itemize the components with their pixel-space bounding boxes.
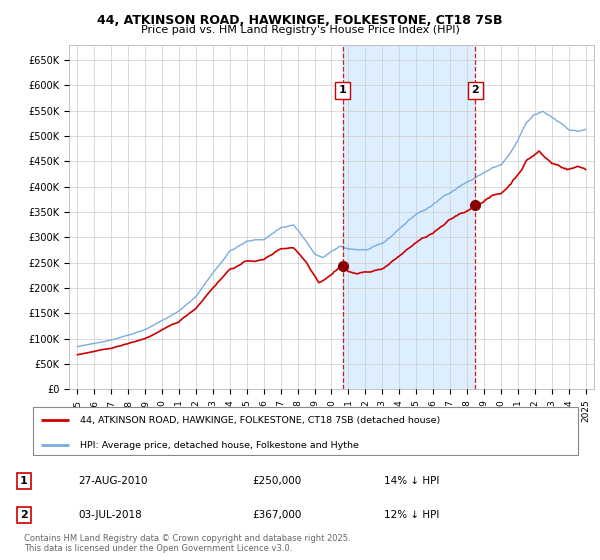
Text: Contains HM Land Registry data © Crown copyright and database right 2025.
This d: Contains HM Land Registry data © Crown c… <box>24 534 350 553</box>
Text: 1: 1 <box>338 85 346 95</box>
Text: 03-JUL-2018: 03-JUL-2018 <box>78 510 142 520</box>
Text: 14% ↓ HPI: 14% ↓ HPI <box>384 476 439 486</box>
Text: HPI: Average price, detached house, Folkestone and Hythe: HPI: Average price, detached house, Folk… <box>80 441 359 450</box>
Bar <box>343 45 475 389</box>
Text: 44, ATKINSON ROAD, HAWKINGE, FOLKESTONE, CT18 7SB: 44, ATKINSON ROAD, HAWKINGE, FOLKESTONE,… <box>97 14 503 27</box>
Text: £250,000: £250,000 <box>252 476 301 486</box>
Text: 12% ↓ HPI: 12% ↓ HPI <box>384 510 439 520</box>
Text: 44, ATKINSON ROAD, HAWKINGE, FOLKESTONE, CT18 7SB (detached house): 44, ATKINSON ROAD, HAWKINGE, FOLKESTONE,… <box>80 416 440 424</box>
Text: 1: 1 <box>20 476 28 486</box>
FancyBboxPatch shape <box>33 407 578 455</box>
Text: Price paid vs. HM Land Registry's House Price Index (HPI): Price paid vs. HM Land Registry's House … <box>140 25 460 35</box>
Text: 2: 2 <box>472 85 479 95</box>
Text: 2: 2 <box>20 510 28 520</box>
Text: 27-AUG-2010: 27-AUG-2010 <box>78 476 148 486</box>
Text: £367,000: £367,000 <box>252 510 301 520</box>
